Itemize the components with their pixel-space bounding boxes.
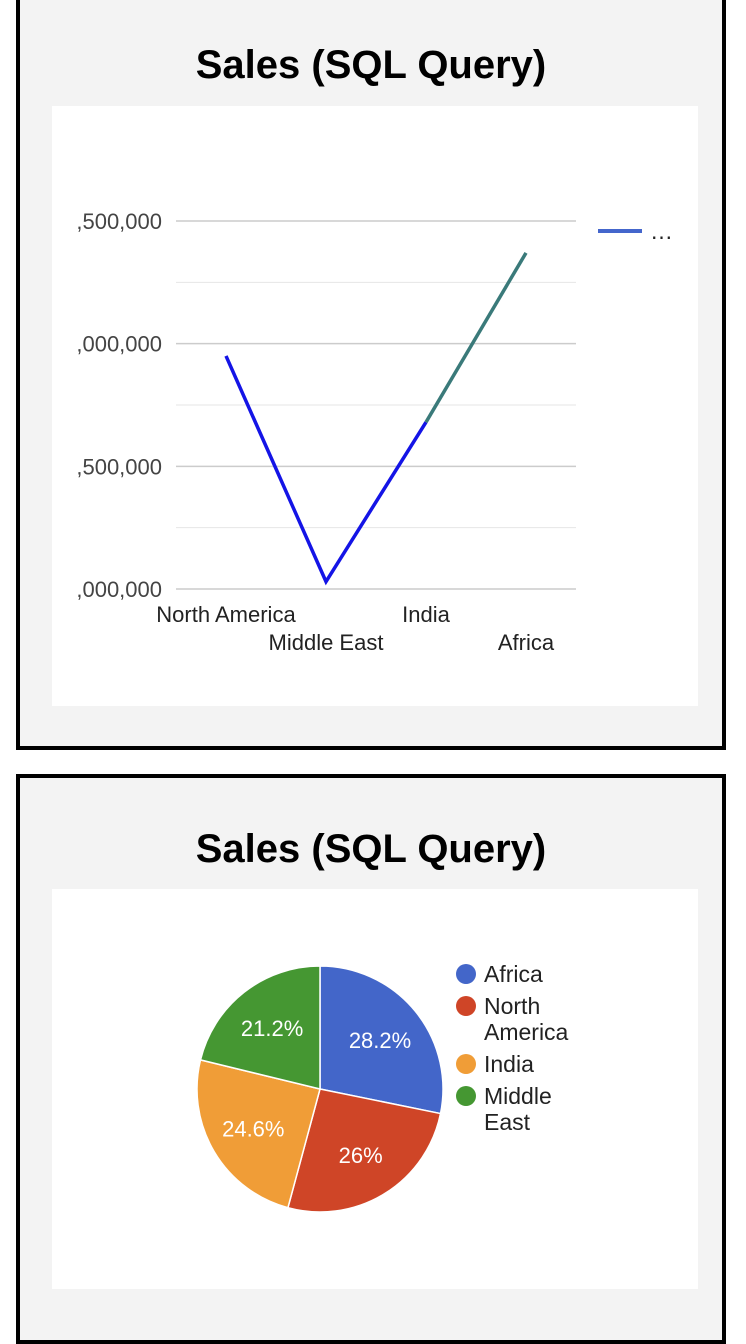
slice-percent-label: 21.2% xyxy=(241,1016,303,1041)
series-line xyxy=(224,355,428,586)
legend-label: … xyxy=(650,218,673,244)
legend-marker xyxy=(456,996,476,1016)
series-line-tail xyxy=(424,252,528,424)
legend-label: East xyxy=(484,1109,531,1135)
pie-slice xyxy=(199,965,321,1090)
pie-slice xyxy=(196,1059,321,1209)
x-tick-label: India xyxy=(402,602,450,627)
legend-marker xyxy=(456,1054,476,1074)
y-tick-label: ,000,000 xyxy=(76,577,162,602)
pie-chart-panel: Sales (SQL Query) 28.2% 26% 24.6% 21.2% Afri… xyxy=(16,774,726,1344)
x-tick-label: North America xyxy=(156,602,296,627)
pie-slice xyxy=(286,1088,442,1213)
slice-percent-label: 24.6% xyxy=(222,1116,284,1141)
slice-percent-label: 26% xyxy=(339,1143,383,1168)
pie-chart-area: 28.2% 26% 24.6% 21.2% Africa North America Indi… xyxy=(52,889,698,1289)
slice-percent-label: 28.2% xyxy=(349,1028,411,1053)
x-tick-label: Middle East xyxy=(269,630,384,655)
legend-label: Middle xyxy=(484,1083,552,1109)
legend-label: North xyxy=(484,993,540,1019)
y-tick-label: ,000,000 xyxy=(76,332,162,357)
line-chart-panel: Sales (SQL Query) ,500,000 ,000,000 ,500,0… xyxy=(16,0,726,750)
legend-label: India xyxy=(484,1051,534,1077)
x-tick-label: Africa xyxy=(498,630,555,655)
line-chart-area: ,500,000,000,000,500,000,000,000 North Am… xyxy=(52,106,698,706)
y-tick-label: ,500,000 xyxy=(76,454,162,479)
legend-label: Africa xyxy=(484,961,543,987)
pie-chart-title: Sales (SQL Query) xyxy=(195,827,547,871)
y-tick-label: ,500,000 xyxy=(76,209,162,234)
line-chart-title: Sales (SQL Query) xyxy=(195,43,547,87)
legend-marker xyxy=(456,1086,476,1106)
pie-slice xyxy=(319,965,444,1115)
legend-marker xyxy=(456,964,476,984)
legend-label: America xyxy=(484,1019,569,1045)
